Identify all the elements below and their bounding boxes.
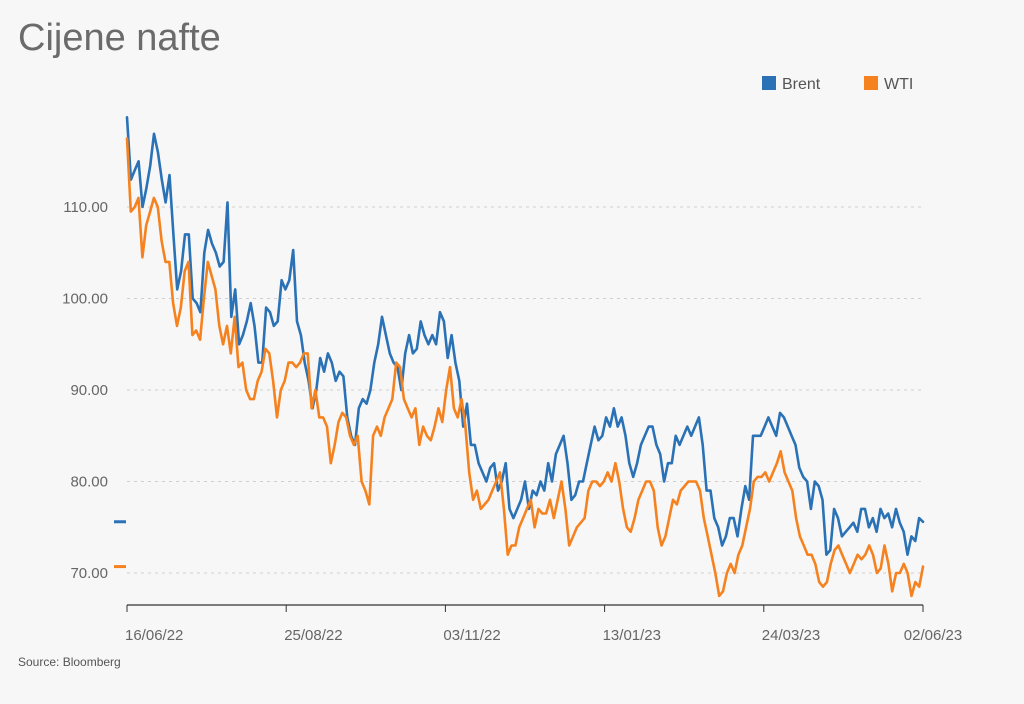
last-value-markers — [114, 520, 126, 569]
legend-label-brent: Brent — [782, 76, 821, 93]
x-tick-label: 25/08/22 — [284, 627, 342, 644]
x-tick-label: 16/06/22 — [125, 627, 183, 644]
x-tick-label: 03/11/22 — [443, 627, 500, 644]
x-tick-label: 24/03/23 — [762, 627, 820, 644]
legend-swatch-wti — [864, 76, 878, 90]
chart-title: Cijene nafte — [18, 17, 221, 59]
y-tick-label: 90.00 — [70, 382, 108, 399]
y-tick-label: 100.00 — [62, 291, 108, 308]
y-axis-tick-labels: 70.00 80.00 90.00 100.00 110.00 — [62, 199, 108, 582]
source-note: Source: Bloomberg — [18, 655, 121, 669]
legend-swatch-brent — [762, 76, 776, 90]
x-tick-label: 02/06/23 — [904, 627, 962, 644]
legend-label-wti: WTI — [884, 76, 913, 93]
x-tick-label: 13/01/23 — [603, 627, 661, 644]
series-line-brent — [125, 116, 925, 557]
y-tick-label: 70.00 — [70, 565, 108, 582]
x-axis-ticks: 16/06/22 25/08/22 03/11/22 13/01/23 24/03/23… — [125, 605, 962, 644]
series-line-wti — [125, 137, 925, 598]
y-tick-label: 80.00 — [70, 474, 108, 491]
y-tick-label: 110.00 — [63, 199, 108, 216]
legend: Brent WTI — [762, 76, 913, 93]
series-lines — [125, 116, 925, 598]
